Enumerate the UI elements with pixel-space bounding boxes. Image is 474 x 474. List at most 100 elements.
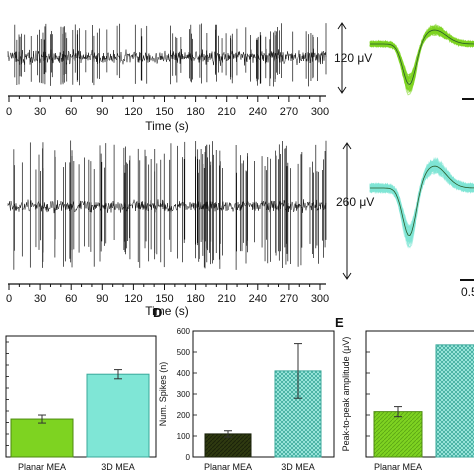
waveform-sweep <box>369 24 474 92</box>
panel-d-ytick-label: 200 <box>177 411 191 420</box>
waveform-sweep <box>369 28 474 85</box>
panel-d-ytick-label: 400 <box>177 369 191 378</box>
bar-3d-mea <box>86 373 150 458</box>
waveform-sweep <box>369 162 474 239</box>
waveform-sweep <box>369 24 474 90</box>
bottom-spike-waveform <box>369 156 474 249</box>
waveform-sweep <box>369 28 474 83</box>
waveform-sweep <box>369 25 474 93</box>
waveform-sweep <box>369 157 474 246</box>
waveform-sweep <box>369 164 474 231</box>
waveform-sweep <box>369 162 474 237</box>
waveform-sweep <box>369 29 474 83</box>
waveform-sweep <box>369 26 474 90</box>
waveform-sweep <box>369 29 474 81</box>
waveform-sweep <box>369 25 474 88</box>
waveform-sweep <box>369 161 474 243</box>
time-tick-label: 180 <box>186 293 204 305</box>
waveform-sweep <box>369 157 474 249</box>
time-tick-label: 180 <box>186 106 204 118</box>
panel-c-bars <box>10 369 150 458</box>
bar-planar-mea <box>10 418 74 458</box>
waveform-sweep <box>369 24 474 87</box>
waveform-sweep <box>369 163 474 235</box>
bottom-trace-panel: 0 30 60 90 120 150 180 210 240 270 300 Time (s) 26… <box>6 140 474 318</box>
panel-c-frame <box>5 335 157 458</box>
bar-3d-mea <box>435 344 474 458</box>
panel-d-bars <box>204 343 322 458</box>
bottom-time-axis-label: Time (s) <box>145 304 189 318</box>
panel-d-bar-chart: D 0 100 200 300 400 500 600 Num. Spikes (n) Pl… <box>153 305 335 472</box>
waveform-sweep <box>369 29 474 82</box>
time-tick-label: 120 <box>124 293 142 305</box>
panel-d-xtick-planar: Planar MEA <box>204 462 252 472</box>
panel-e-xtick-planar: Planar MEA <box>374 462 422 472</box>
time-tick-label: 240 <box>249 106 267 118</box>
panel-d-ytick-label: 0 <box>186 453 191 462</box>
waveform-sweep <box>369 30 474 80</box>
waveform-sweep <box>369 29 474 81</box>
waveform-sweep <box>369 27 474 83</box>
waveform-sweep <box>369 157 474 248</box>
waveform-sweep <box>369 162 474 235</box>
waveform-sweep <box>369 160 474 241</box>
waveform-sweep <box>369 30 474 83</box>
waveform-sweep <box>369 163 474 233</box>
waveform-sweep <box>369 27 474 84</box>
waveform-sweep <box>369 161 474 235</box>
top-time-axis-label: Time (s) <box>145 119 189 133</box>
waveform-sweep <box>369 159 474 243</box>
waveform-mean <box>370 165 474 236</box>
trace-noise <box>7 199 327 214</box>
waveform-sweep <box>369 163 474 233</box>
panel-e-ylabel: Peak-to-peak amplitude (μV) <box>341 337 351 452</box>
waveform-sweep <box>369 161 474 241</box>
waveform-sweep <box>369 25 474 91</box>
bar-planar-mea <box>373 411 423 458</box>
time-tick-label: 210 <box>218 106 236 118</box>
waveform-sweep <box>369 26 474 88</box>
waveform-sweep <box>369 28 474 86</box>
waveform-sweep <box>369 158 474 240</box>
waveform-sweep <box>369 160 474 240</box>
panel-d-ytick-label: 300 <box>177 390 191 399</box>
waveform-sweep <box>369 30 474 78</box>
waveform-sweep <box>369 158 474 242</box>
bottom-scale-bar-label: 260 μV <box>336 195 374 209</box>
waveform-sweep <box>369 25 474 94</box>
bottom-scale-bar-arrows <box>342 142 352 280</box>
waveform-mean <box>370 29 474 85</box>
waveform-sweep <box>369 28 474 81</box>
waveform-sweep <box>369 167 474 232</box>
waveform-sweep <box>369 161 474 242</box>
time-tick-label: 90 <box>96 293 108 305</box>
waveform-sweep <box>369 165 474 229</box>
waveform-sweep <box>369 160 474 242</box>
top-time-ticks: 0 30 60 90 120 150 180 210 240 270 300 <box>6 96 329 118</box>
waveform-sweep <box>369 162 474 237</box>
waveform-sweep <box>369 167 474 233</box>
waveform-sweep <box>369 26 474 89</box>
waveform-sweep <box>369 26 474 91</box>
trace-noise <box>7 48 327 66</box>
panel-e-bar-chart: E Peak-to-peak amplitude (μV) Planar MEA <box>335 315 474 472</box>
waveform-sweep <box>369 160 474 241</box>
waveform-sweep <box>369 164 474 232</box>
waveform-sweep <box>369 167 474 228</box>
waveform-sweep <box>369 156 474 249</box>
time-tick-label: 150 <box>155 106 173 118</box>
waveform-sweep <box>369 163 474 237</box>
panel-d-ytick-label: 100 <box>177 432 191 441</box>
waveform-sweep <box>369 160 474 243</box>
panel-d-ytick-label: 600 <box>177 327 191 336</box>
waveform-sweep <box>369 162 474 238</box>
bottom-time-scale-label: 0.5 <box>461 285 474 299</box>
waveform-sweep <box>369 161 474 238</box>
waveform-sweep <box>369 163 474 243</box>
top-spike-waveform <box>369 23 474 96</box>
waveform-sweep <box>369 26 474 88</box>
waveform-sweep <box>369 25 474 90</box>
panel-c-bar-chart: Planar MEA 3D MEA <box>5 335 157 472</box>
waveform-sweep <box>369 161 474 240</box>
waveform-sweep <box>369 163 474 236</box>
